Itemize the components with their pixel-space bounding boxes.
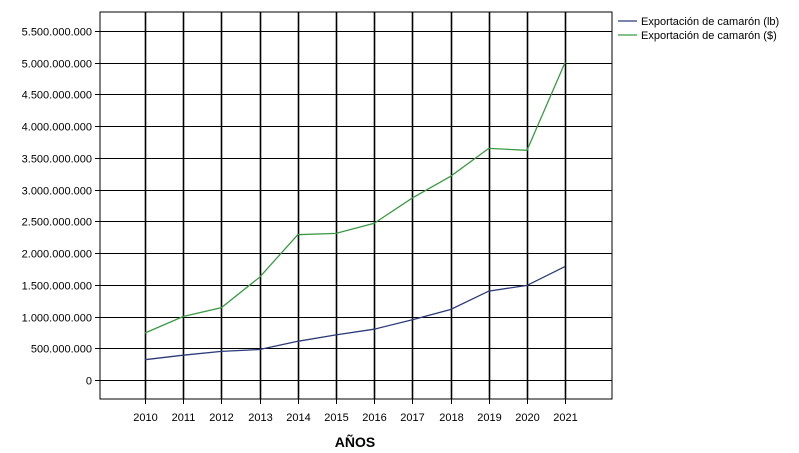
legend-label: Exportación de camarón (lb) [641, 16, 779, 28]
x-axis-title: AÑOS [335, 433, 375, 450]
y-tick-label: 3.500.000.000 [22, 154, 92, 166]
x-tick-label: 2016 [362, 412, 386, 424]
x-tick-label: 2013 [248, 412, 272, 424]
legend-label: Exportación de camarón ($) [641, 30, 777, 42]
y-tick-label: 4.500.000.000 [22, 90, 92, 102]
x-tick-label: 2020 [515, 412, 539, 424]
y-tick-label: 0 [86, 376, 92, 388]
y-tick-label: 1.500.000.000 [22, 281, 92, 293]
series-line-0 [144, 265, 566, 361]
y-tick-label: 4.000.000.000 [22, 122, 92, 134]
x-tick-label: 2019 [477, 412, 501, 424]
y-tick-label: 2.500.000.000 [22, 217, 92, 229]
x-tick-label: 2011 [172, 412, 196, 424]
grid [100, 12, 612, 399]
legend: Exportación de camarón (lb) Exportación d… [618, 16, 779, 42]
y-tick-label: 2.000.000.000 [22, 249, 92, 261]
x-tick-label: 2014 [286, 412, 310, 424]
x-tick-label: 2010 [133, 412, 157, 424]
plot-frame [99, 11, 613, 400]
y-tick-label: 500.000.000 [31, 344, 92, 356]
y-tick-label: 5.000.000.000 [22, 59, 92, 71]
x-axis-ticks: 2010 2011 2012 2013 2014 2015 2016 2017 2018 2019… [133, 399, 578, 424]
x-tick-label: 2017 [400, 412, 424, 424]
y-tick-label: 1.000.000.000 [22, 313, 92, 325]
series-lines [144, 61, 566, 361]
y-axis-ticks: 0 500.000.000 1.000.000.000 1.500.000.000 2.… [22, 27, 100, 388]
x-tick-label: 2018 [439, 412, 463, 424]
x-tick-label: 2015 [324, 412, 348, 424]
series-line-1 [144, 61, 566, 334]
y-tick-label: 5.500.000.000 [22, 27, 92, 39]
x-tick-label: 2021 [553, 412, 577, 424]
y-tick-label: 3.000.000.000 [22, 186, 92, 198]
x-tick-label: 2012 [209, 412, 233, 424]
